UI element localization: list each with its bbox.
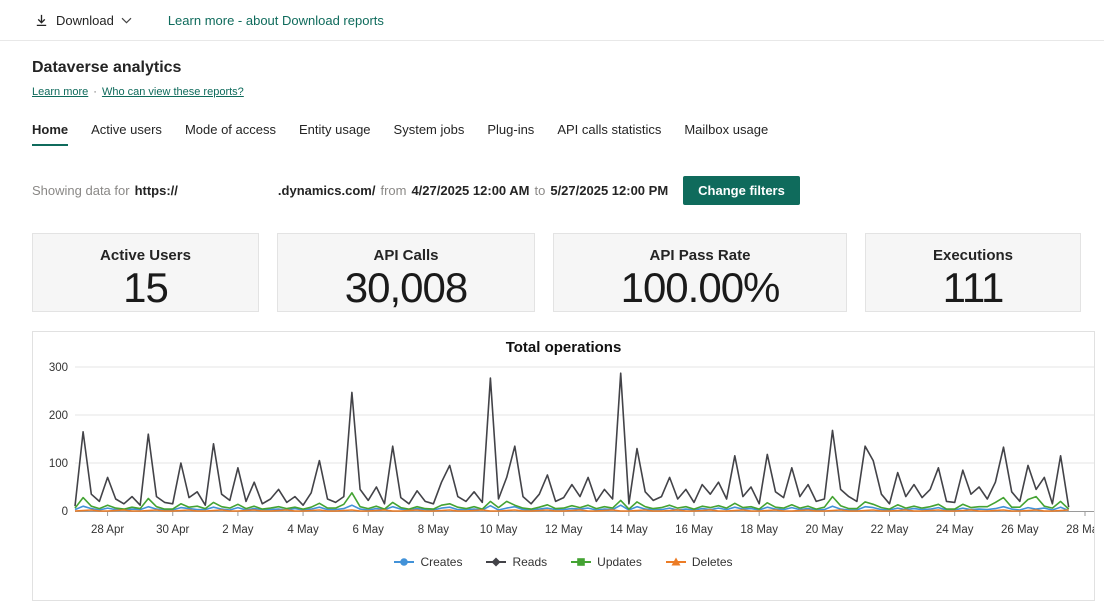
- stat-card-api-pass-rate: API Pass Rate 100.00%: [553, 233, 847, 312]
- legend-item-deletes[interactable]: Deletes: [665, 555, 733, 569]
- svg-text:200: 200: [49, 410, 68, 422]
- stat-card-active-users: Active Users 15: [32, 233, 259, 312]
- tab-system-jobs[interactable]: System jobs: [393, 122, 465, 137]
- stat-card-executions: Executions 111: [865, 233, 1081, 312]
- svg-text:12 May: 12 May: [545, 524, 583, 536]
- updates-marker-icon: [571, 558, 592, 566]
- svg-text:18 May: 18 May: [740, 524, 778, 536]
- learn-more-link[interactable]: Learn more: [32, 86, 89, 98]
- tab-active-users[interactable]: Active users: [91, 122, 162, 137]
- stat-card-title: Active Users: [100, 247, 191, 264]
- stat-card-value: 100.00%: [620, 264, 781, 311]
- svg-text:24 May: 24 May: [936, 524, 974, 536]
- svg-text:6 May: 6 May: [353, 524, 385, 536]
- dot-separator: ·: [93, 86, 97, 98]
- legend-label: Deletes: [691, 555, 733, 569]
- svg-text:10 May: 10 May: [480, 524, 518, 536]
- legend-label: Updates: [597, 555, 642, 569]
- download-button[interactable]: Download: [34, 13, 132, 28]
- reads-marker-icon: [486, 557, 507, 567]
- download-reports-learn-more-link[interactable]: Learn more - about Download reports: [167, 12, 384, 28]
- series-reads: [74, 372, 1070, 508]
- chevron-down-icon: [121, 17, 132, 24]
- page-title: Dataverse analytics: [32, 59, 182, 76]
- svg-text:100: 100: [49, 458, 68, 470]
- tab-home[interactable]: Home: [32, 122, 69, 146]
- who-can-view-link[interactable]: Who can view these reports?: [101, 86, 244, 98]
- url-suffix: .dynamics.com/: [277, 183, 376, 198]
- download-icon: [34, 13, 49, 28]
- stat-card-api-calls: API Calls 30,008: [277, 233, 535, 312]
- creates-marker-icon: [394, 558, 415, 566]
- stat-cards: Active Users 15 API Calls 30,008 API Pas…: [32, 233, 1104, 312]
- svg-text:8 May: 8 May: [418, 524, 450, 536]
- redacted-org-name: [177, 182, 278, 199]
- showing-data-label: Showing data for: [32, 183, 130, 198]
- legend-item-updates[interactable]: Updates: [571, 555, 642, 569]
- legend-label: Creates: [420, 555, 463, 569]
- chart-legend: Creates Reads Updates Deletes: [33, 555, 1094, 569]
- sub-links: Learn more · Who can view these reports?: [32, 86, 1104, 98]
- legend-item-reads[interactable]: Reads: [486, 555, 547, 569]
- svg-text:22 May: 22 May: [871, 524, 909, 536]
- stat-card-value: 111: [942, 264, 1005, 311]
- legend-label: Reads: [512, 555, 548, 569]
- series-updates: [74, 492, 1070, 510]
- series-deletes: [74, 509, 1069, 512]
- svg-text:16 May: 16 May: [675, 524, 713, 536]
- from-label: from: [380, 183, 407, 198]
- tab-mailbox-usage[interactable]: Mailbox usage: [684, 122, 769, 137]
- svg-text:26 May: 26 May: [1001, 524, 1039, 536]
- series-creates: [74, 504, 1070, 512]
- total-operations-chart: 0 100 200 300 28 Apr 30 Apr 2 May 4 May 6 May 8 M…: [49, 362, 1094, 536]
- url-prefix: https://: [134, 183, 178, 198]
- legend-item-creates[interactable]: Creates: [394, 555, 462, 569]
- topbar: Download Learn more - about Download rep…: [0, 0, 1104, 41]
- tab-bar: Home Active users Mode of access Entity …: [32, 122, 1104, 146]
- stat-card-value: 30,008: [344, 264, 468, 311]
- tab-api-calls-statistics[interactable]: API calls statistics: [557, 122, 662, 137]
- svg-text:28 Apr: 28 Apr: [91, 524, 124, 536]
- svg-text:300: 300: [49, 362, 68, 374]
- svg-text:30 Apr: 30 Apr: [156, 524, 189, 536]
- from-date-value: 4/27/2025 12:00 AM: [411, 183, 530, 198]
- main-content: Dataverse analytics Learn more · Who can…: [0, 41, 1104, 601]
- tab-mode-of-access[interactable]: Mode of access: [184, 122, 276, 137]
- deletes-marker-icon: [665, 557, 686, 566]
- stat-card-title: Executions: [932, 247, 1014, 264]
- download-label: Download: [56, 12, 114, 28]
- svg-text:2 May: 2 May: [222, 524, 254, 536]
- to-date-value: 5/27/2025 12:00 PM: [550, 183, 669, 198]
- chart-title: Total operations: [505, 339, 622, 356]
- stat-card-title: API Pass Rate: [649, 247, 751, 264]
- svg-text:28 May: 28 May: [1066, 524, 1094, 536]
- stat-card-title: API Calls: [373, 247, 439, 264]
- tab-plug-ins[interactable]: Plug-ins: [487, 122, 535, 137]
- filter-bar: Showing data for https:// .dynamics.com/…: [32, 176, 1104, 205]
- svg-text:4 May: 4 May: [287, 524, 319, 536]
- svg-text:14 May: 14 May: [610, 524, 648, 536]
- change-filters-button[interactable]: Change filters: [683, 176, 800, 205]
- tab-entity-usage[interactable]: Entity usage: [298, 122, 371, 137]
- stat-card-value: 15: [123, 264, 169, 311]
- to-label: to: [534, 183, 546, 198]
- svg-text:20 May: 20 May: [805, 524, 843, 536]
- svg-text:0: 0: [62, 506, 68, 518]
- total-operations-chart-card: Total operations 0 100 200 300 28 Apr 30 Apr 2…: [32, 331, 1095, 601]
